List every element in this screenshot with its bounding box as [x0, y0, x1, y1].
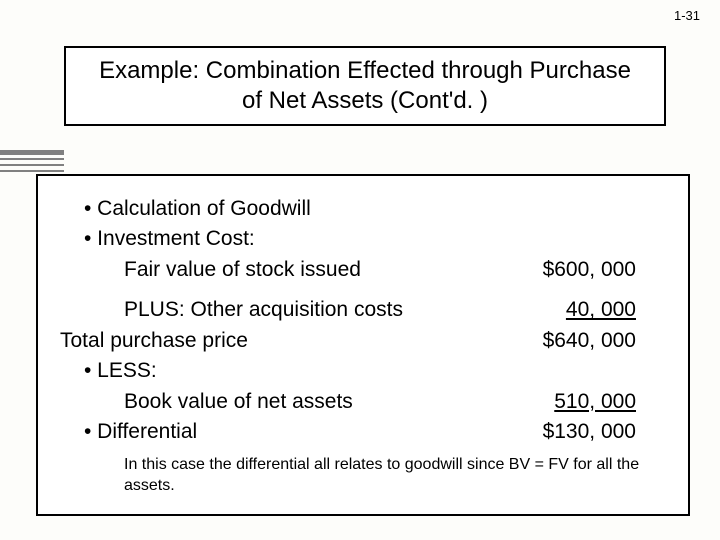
title-box: Example: Combination Effected through Pu…	[64, 46, 666, 126]
book-value-label: Book value of net assets	[60, 387, 516, 417]
differential-label: • Differential	[60, 417, 516, 447]
slide-number: 1-31	[674, 8, 700, 23]
total-purchase-amount: $640, 000	[516, 326, 666, 356]
fair-value-label: Fair value of stock issued	[60, 255, 516, 285]
total-purchase-label: Total purchase price	[60, 326, 516, 356]
plus-other-amount: 40, 000	[516, 295, 666, 325]
decorative-lines	[0, 150, 64, 176]
plus-other-label: PLUS: Other acquisition costs	[60, 295, 516, 325]
fair-value-amount: $600, 000	[516, 255, 666, 285]
differential-amount: $130, 000	[516, 417, 666, 447]
content-box: • Calculation of Goodwill • Investment C…	[36, 174, 690, 516]
bullet-less: • LESS:	[60, 356, 666, 386]
bullet-goodwill: • Calculation of Goodwill	[60, 194, 666, 224]
footnote-text: In this case the differential all relate…	[60, 454, 666, 497]
bullet-investment-cost: • Investment Cost:	[60, 224, 666, 254]
book-value-amount: 510, 000	[516, 387, 666, 417]
slide-title: Example: Combination Effected through Pu…	[86, 56, 644, 116]
